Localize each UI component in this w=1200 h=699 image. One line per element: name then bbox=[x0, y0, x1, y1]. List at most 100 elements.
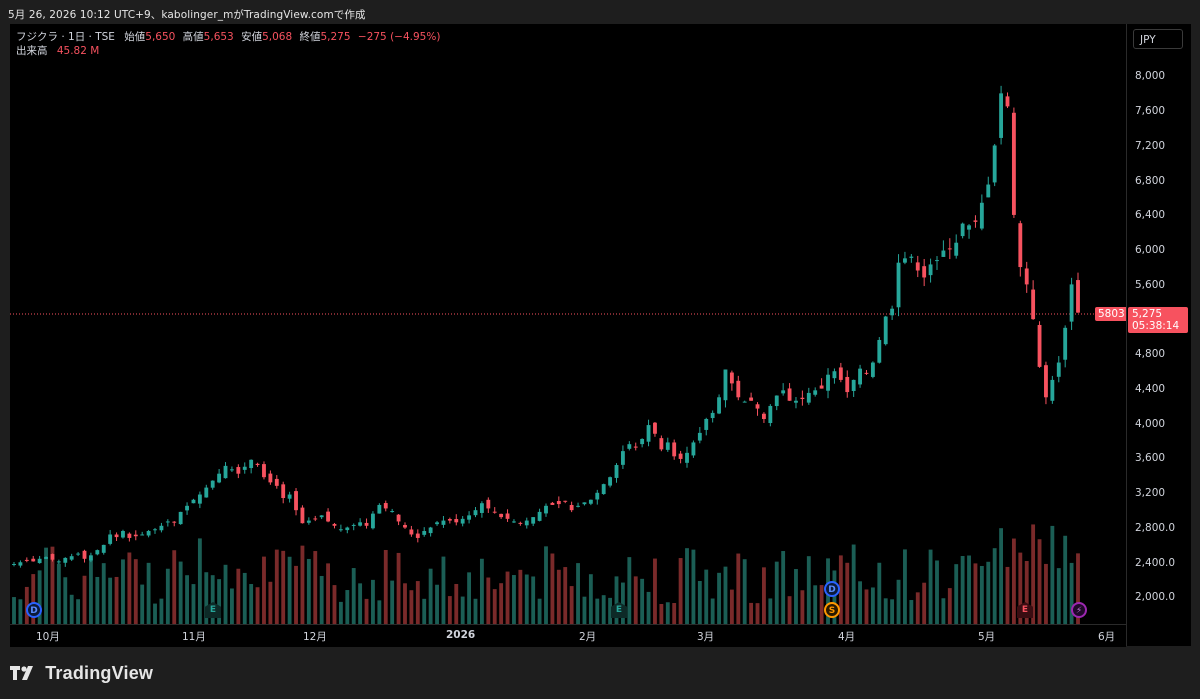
volume-bar bbox=[922, 582, 927, 624]
candle-body bbox=[313, 518, 318, 520]
volume-bar bbox=[653, 558, 657, 624]
volume-bar bbox=[556, 569, 561, 624]
legend-volume-label[interactable]: 出来高 bbox=[16, 45, 48, 57]
candle-body bbox=[947, 248, 952, 250]
candle-body bbox=[1044, 365, 1048, 398]
volume-bar bbox=[864, 589, 869, 624]
time-axis[interactable]: 10月 11月 12月 2026 2月 3月 4月 5月 6月 bbox=[10, 624, 1126, 647]
volume-bar bbox=[633, 576, 638, 624]
volume-bar bbox=[941, 598, 946, 624]
candle-body bbox=[524, 520, 529, 526]
volume-bar bbox=[781, 551, 786, 624]
volume-bar bbox=[588, 574, 593, 624]
candle-body bbox=[473, 510, 478, 516]
volume-bar bbox=[870, 587, 875, 624]
candle-body bbox=[37, 558, 42, 564]
candle-body bbox=[262, 464, 266, 478]
candle-body bbox=[345, 527, 350, 531]
candle-body bbox=[749, 397, 754, 401]
candle-body bbox=[704, 418, 709, 430]
chart-pane[interactable]: フジクラ · 1日 · TSE 始値5,650 高値5,653 安値5,068 … bbox=[10, 24, 1126, 626]
volume-bar bbox=[294, 565, 298, 624]
volume-bar bbox=[473, 598, 478, 624]
candle-body bbox=[146, 531, 151, 536]
price-axis-label: 4,800 bbox=[1135, 348, 1166, 360]
volume-bar bbox=[262, 556, 266, 624]
candle-body bbox=[255, 463, 260, 466]
volume-bar bbox=[56, 563, 61, 624]
volume-bar bbox=[531, 576, 536, 624]
candle-body bbox=[531, 517, 536, 524]
volume-bar bbox=[447, 596, 452, 624]
candle-body bbox=[294, 491, 298, 511]
volume-bar bbox=[492, 589, 497, 624]
tradingview-logo[interactable]: TradingView bbox=[10, 663, 153, 685]
chart-frame[interactable]: フジクラ · 1日 · TSE 始値5,650 高値5,653 安値5,068 … bbox=[10, 24, 1191, 647]
earnings-icon[interactable]: E bbox=[1017, 602, 1033, 618]
volume-bar bbox=[377, 600, 382, 624]
split-icon[interactable]: S bbox=[824, 602, 840, 618]
volume-bar bbox=[794, 569, 798, 624]
candle-body bbox=[338, 529, 343, 531]
candle-body bbox=[813, 390, 818, 395]
candle-body bbox=[569, 505, 574, 511]
dividend-icon[interactable]: D bbox=[26, 602, 42, 618]
volume-bar bbox=[608, 597, 613, 624]
volume-bar bbox=[787, 596, 792, 624]
earnings-icon[interactable]: E bbox=[611, 602, 627, 618]
candle-body bbox=[332, 523, 337, 526]
price-axis-label: 2,400.0 bbox=[1135, 557, 1176, 569]
candle-body bbox=[82, 550, 87, 559]
legend-low: 5,068 bbox=[262, 31, 293, 43]
candlestick-chart[interactable] bbox=[10, 24, 1126, 626]
volume-bar bbox=[954, 564, 959, 624]
volume-bar bbox=[979, 565, 984, 624]
candle-body bbox=[640, 438, 645, 445]
time-axis-label: 4月 bbox=[838, 631, 856, 643]
price-axis-label: 2,800.0 bbox=[1135, 522, 1176, 534]
flash-icon[interactable]: ⚡ bbox=[1071, 602, 1087, 618]
price-axis-label: 6,400 bbox=[1135, 209, 1166, 221]
candle-body bbox=[88, 555, 93, 561]
volume-bar bbox=[390, 580, 395, 624]
volume-bar bbox=[274, 549, 279, 624]
candle-body bbox=[678, 453, 683, 459]
volume-bar bbox=[601, 595, 606, 624]
candle-body bbox=[133, 534, 138, 537]
candle-body bbox=[197, 494, 202, 504]
volume-bar bbox=[37, 570, 42, 624]
price-axis[interactable]: JPY 8,000 7,600 7,200 6,800 6,400 6,000 5,600 4… bbox=[1126, 24, 1191, 646]
price-badge: 5,275 05:38:14 bbox=[1128, 307, 1188, 333]
volume-bar bbox=[774, 561, 779, 624]
volume-bar bbox=[762, 567, 766, 624]
candle-body bbox=[351, 524, 356, 526]
volume-bar bbox=[371, 579, 375, 624]
volume-bar bbox=[140, 584, 145, 624]
price-badge-price: 5,275 bbox=[1132, 308, 1163, 320]
candle-body bbox=[896, 262, 901, 308]
volume-bar bbox=[441, 556, 446, 624]
candle-body bbox=[941, 250, 946, 257]
legend-symbol[interactable]: フジクラ · 1日 · TSE bbox=[16, 31, 115, 43]
volume-bar bbox=[242, 572, 247, 624]
legend-open: 5,650 bbox=[145, 31, 176, 43]
candle-body bbox=[447, 519, 452, 521]
volume-bar bbox=[544, 546, 548, 624]
last-value-tag: 5803 bbox=[1095, 307, 1126, 321]
candle-body bbox=[1011, 112, 1016, 215]
volume-bar bbox=[627, 557, 632, 624]
candle-body bbox=[877, 339, 882, 363]
volume-bar bbox=[415, 581, 420, 624]
volume-bar bbox=[659, 603, 664, 624]
dividend-icon[interactable]: D bbox=[824, 581, 840, 597]
volume-bar bbox=[838, 555, 843, 624]
earnings-icon[interactable]: E bbox=[205, 602, 221, 618]
candle-body bbox=[441, 520, 446, 525]
volume-bar bbox=[537, 598, 542, 624]
volume-bar bbox=[595, 598, 600, 624]
chart-caption: 5月 26, 2026 10:12 UTC+9、kabolinger_mがTra… bbox=[8, 9, 366, 21]
volume-bar bbox=[18, 599, 23, 624]
currency-button[interactable]: JPY bbox=[1133, 29, 1183, 49]
volume-bar bbox=[12, 597, 16, 624]
price-axis-label: 4,400 bbox=[1135, 383, 1166, 395]
